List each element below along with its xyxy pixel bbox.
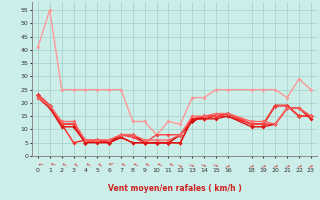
Text: ↓: ↓: [141, 161, 148, 168]
Text: ↓: ↓: [153, 161, 160, 168]
Text: ↓: ↓: [117, 161, 124, 168]
Text: ↓: ↓: [260, 161, 267, 168]
Text: ↓: ↓: [36, 162, 40, 167]
Text: ↓: ↓: [272, 161, 278, 168]
Text: ↓: ↓: [189, 161, 196, 168]
X-axis label: Vent moyen/en rafales ( km/h ): Vent moyen/en rafales ( km/h ): [108, 184, 241, 193]
Text: ↓: ↓: [296, 161, 302, 168]
Text: ↓: ↓: [106, 161, 112, 167]
Text: ↓: ↓: [284, 161, 290, 168]
Text: ↓: ↓: [46, 161, 53, 168]
Text: ↓: ↓: [58, 161, 65, 168]
Text: ↓: ↓: [201, 161, 207, 168]
Text: ↓: ↓: [225, 161, 231, 168]
Text: ↓: ↓: [94, 161, 101, 168]
Text: ↓: ↓: [129, 161, 136, 168]
Text: ↓: ↓: [248, 161, 255, 168]
Text: ↓: ↓: [177, 161, 184, 168]
Text: ↓: ↓: [308, 161, 314, 168]
Text: ↓: ↓: [82, 161, 89, 168]
Text: ↓: ↓: [70, 161, 77, 168]
Text: ↓: ↓: [165, 161, 172, 168]
Text: ↓: ↓: [213, 161, 219, 168]
